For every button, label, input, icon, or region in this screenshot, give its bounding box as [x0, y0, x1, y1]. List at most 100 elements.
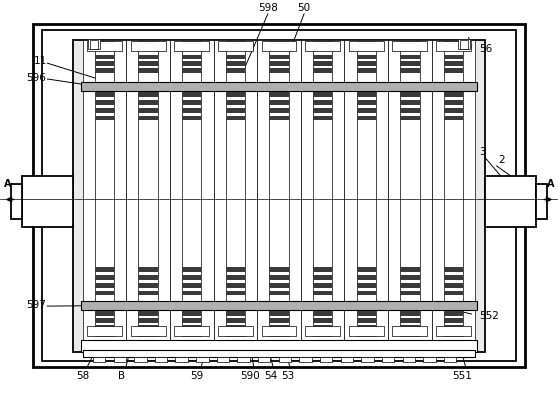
Bar [357, 100, 376, 105]
Bar [138, 275, 158, 280]
Bar [270, 283, 288, 288]
Bar [33, 24, 525, 367]
Bar [95, 92, 114, 97]
Bar [270, 91, 288, 301]
Bar [400, 310, 420, 336]
Bar [95, 41, 114, 82]
Bar [87, 326, 122, 336]
Bar [93, 357, 105, 362]
Bar [138, 41, 158, 82]
Bar [357, 291, 376, 295]
Bar [444, 283, 463, 288]
Bar [226, 325, 245, 329]
Bar [226, 267, 245, 272]
Bar [400, 267, 420, 272]
Bar [182, 100, 201, 105]
Bar [313, 61, 332, 66]
Bar [138, 267, 158, 272]
Bar [313, 311, 332, 316]
Bar [138, 92, 158, 97]
Bar [313, 68, 332, 73]
Bar [357, 68, 376, 73]
Text: 11: 11 [33, 56, 47, 66]
Bar [357, 318, 376, 323]
Bar [536, 184, 547, 219]
Text: 54: 54 [264, 371, 277, 380]
Bar [226, 55, 245, 59]
Bar [444, 310, 463, 336]
Bar [226, 108, 245, 113]
Bar [270, 311, 288, 316]
Bar [226, 291, 245, 295]
Bar [444, 55, 463, 59]
Bar [400, 291, 420, 295]
Bar [81, 340, 477, 352]
Bar [444, 267, 463, 272]
Bar [95, 91, 114, 301]
Bar [182, 55, 201, 59]
Bar [313, 310, 332, 336]
Bar [400, 318, 420, 323]
Bar [400, 91, 420, 301]
Bar [22, 176, 73, 227]
Bar [270, 267, 288, 272]
Bar [238, 357, 250, 362]
Bar [138, 68, 158, 73]
Bar [226, 311, 245, 316]
Bar [313, 41, 332, 82]
Bar [134, 357, 147, 362]
Bar [349, 326, 384, 336]
Bar [114, 357, 126, 362]
Bar [444, 100, 463, 105]
Bar [138, 325, 158, 329]
Bar [305, 326, 340, 336]
Bar [11, 184, 22, 219]
Bar [262, 41, 296, 51]
Bar [357, 55, 376, 59]
Bar [270, 310, 288, 336]
Bar [357, 325, 376, 329]
Bar [270, 116, 288, 120]
Text: 58: 58 [76, 371, 89, 380]
Bar [226, 275, 245, 280]
Bar [131, 41, 166, 51]
Bar [138, 311, 158, 316]
Bar [320, 357, 333, 362]
Bar [95, 61, 114, 66]
Bar [182, 311, 201, 316]
Bar [42, 30, 516, 361]
Bar [95, 318, 114, 323]
Bar [182, 310, 201, 336]
Bar [182, 291, 201, 295]
Bar [174, 41, 209, 51]
Bar [95, 267, 114, 272]
Bar [357, 311, 376, 316]
Bar [357, 41, 376, 82]
Bar [95, 55, 114, 59]
Bar [182, 92, 201, 97]
Bar [270, 68, 288, 73]
Bar [270, 108, 288, 113]
Bar [218, 41, 253, 51]
Bar [392, 41, 427, 51]
Bar [400, 283, 420, 288]
Bar [270, 100, 288, 105]
Bar [357, 310, 376, 336]
Bar [182, 318, 201, 323]
Text: 56: 56 [479, 44, 492, 55]
Bar [357, 91, 376, 301]
Bar [226, 116, 245, 120]
Bar [226, 100, 245, 105]
Bar [444, 291, 463, 295]
Text: 551: 551 [452, 371, 472, 380]
Bar [226, 318, 245, 323]
Bar [436, 41, 471, 51]
Bar [226, 61, 245, 66]
Bar [258, 357, 271, 362]
Bar [182, 41, 201, 82]
Bar [357, 267, 376, 272]
Bar [362, 357, 374, 362]
Bar [436, 326, 471, 336]
Bar [357, 283, 376, 288]
Bar [88, 40, 100, 49]
